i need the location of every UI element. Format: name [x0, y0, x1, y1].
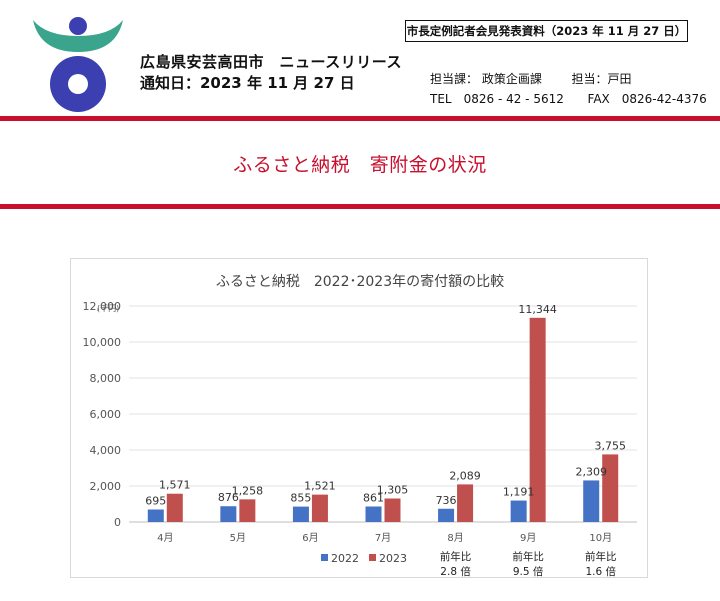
x-category-label: 7月: [375, 532, 391, 544]
organization-title: 広島県安芸高田市 ニュースリリース: [140, 53, 403, 71]
data-label-2022: 2,309: [575, 465, 607, 478]
bar-2022: [220, 506, 237, 522]
y-tick-label: 8,000: [90, 372, 122, 385]
bar-2022: [147, 509, 164, 522]
data-label-2023: 1,521: [304, 480, 336, 493]
contact-tel: TEL 0826 - 42 - 5612: [430, 92, 564, 106]
document-reference: 市長定例記者会見発表資料（2023 年 11 月 27 日）: [406, 24, 687, 38]
bar-2023: [384, 498, 401, 522]
x-category-label: 8月: [447, 532, 463, 544]
y-tick-label: 10,000: [83, 336, 122, 349]
yoy-note-label: 前年比: [585, 550, 617, 563]
bar-2023: [529, 317, 546, 522]
data-label-2023: 2,089: [449, 469, 481, 482]
donation-comparison-chart: ふるさと納税 2022･2023年の寄付額の比較 (千円) 0 2,000 4,00…: [83, 273, 637, 578]
bar-2023: [311, 494, 328, 522]
bar-2022: [583, 480, 600, 522]
bar-2023: [239, 499, 256, 522]
legend-label-2023: 2023: [379, 552, 407, 565]
contact-department: 担当課： 政策企画課: [430, 72, 542, 86]
x-category-label: 4月: [157, 532, 173, 544]
x-category-label: 6月: [302, 532, 318, 544]
contact-fax: FAX 0826-42-4376: [587, 92, 707, 106]
data-label-2022: 695: [145, 494, 166, 507]
document-reference-box: 市長定例記者会見発表資料（2023 年 11 月 27 日）: [405, 20, 688, 42]
y-tick-label: 12,000: [83, 300, 122, 313]
x-category-label: 9月: [520, 532, 536, 544]
data-label-2023: 3,755: [594, 439, 626, 452]
legend-swatch-2023: [369, 554, 376, 561]
data-label-2023: 11,344: [518, 303, 557, 316]
chart-unit-label: (千円): [97, 303, 119, 313]
y-tick-label: 6,000: [90, 408, 122, 421]
contact-line-2: TEL 0826 - 42 - 5612 FAX 0826-42-4376: [430, 90, 707, 107]
legend-swatch-2022: [321, 554, 328, 561]
contact-line-1: 担当課： 政策企画課 担当：戸田: [430, 70, 632, 87]
bar-2023: [457, 484, 474, 522]
y-tick-label: 0: [114, 516, 121, 529]
bar-2023: [166, 493, 183, 522]
y-tick-label: 2,000: [90, 480, 122, 493]
data-label-2023: 1,571: [159, 479, 191, 492]
data-label-2022: 855: [290, 492, 311, 505]
page-headline: ふるさと納税 寄附金の状況: [233, 154, 487, 176]
data-label-2023: 1,258: [232, 484, 264, 497]
bar-2022: [438, 508, 455, 522]
data-label-2022: 876: [218, 491, 239, 504]
yoy-note-ratio: 9.5 倍: [513, 565, 544, 578]
yoy-note-ratio: 1.6 倍: [585, 565, 616, 578]
legend-label-2022: 2022: [331, 552, 359, 565]
yoy-note-ratio: 2.8 倍: [440, 565, 471, 578]
chart-frame: ふるさと納税 2022･2023年の寄付額の比較 (千円) 0 2,000 4,00…: [70, 258, 648, 578]
data-label-2023: 1,305: [377, 484, 409, 497]
top-divider: [0, 116, 720, 121]
bottom-divider: [0, 204, 720, 209]
city-emblem-logo: [33, 17, 123, 112]
x-category-label: 10月: [589, 532, 612, 544]
x-category-label: 5月: [230, 532, 246, 544]
y-tick-label: 4,000: [90, 444, 122, 457]
bar-2022: [292, 506, 309, 522]
chart-title: ふるさと納税 2022･2023年の寄付額の比較: [216, 273, 504, 290]
data-label-2022: 736: [436, 494, 457, 507]
bar-2022: [510, 500, 527, 522]
yoy-note-label: 前年比: [512, 550, 544, 563]
data-label-2022: 861: [363, 492, 384, 505]
bar-2022: [365, 506, 382, 522]
contact-person: 担当：戸田: [571, 72, 632, 86]
bar-2023: [602, 454, 619, 522]
notice-date: 通知日：2023 年 11 月 27 日: [140, 74, 355, 92]
yoy-note-label: 前年比: [440, 550, 472, 563]
data-label-2022: 1,191: [503, 486, 534, 499]
